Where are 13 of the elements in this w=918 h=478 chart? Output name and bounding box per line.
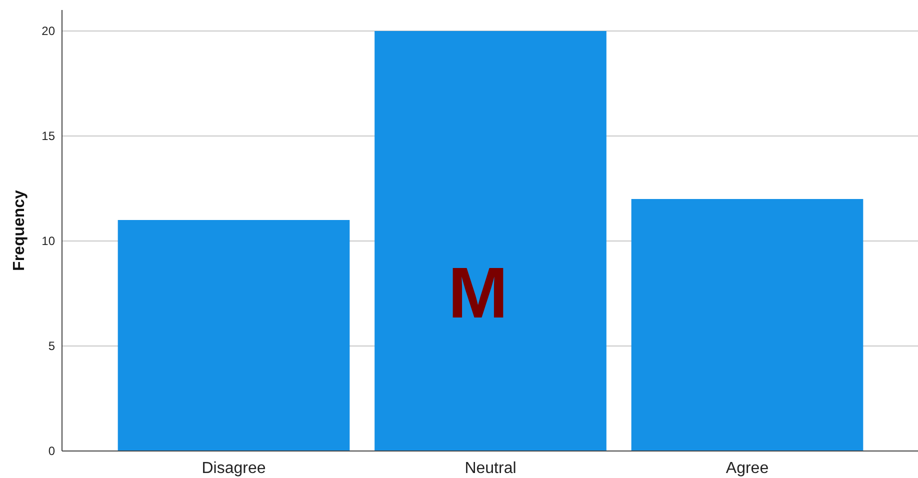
annotation: M bbox=[448, 253, 508, 334]
y-axis-title: Frequency bbox=[11, 190, 28, 271]
y-tick-label: 0 bbox=[48, 444, 56, 458]
bar bbox=[374, 31, 606, 451]
bar bbox=[118, 220, 350, 451]
y-tick-label: 5 bbox=[48, 339, 56, 354]
x-tick-label: Neutral bbox=[464, 460, 516, 477]
y-tick-label: 10 bbox=[42, 234, 56, 248]
x-tick-label: Disagree bbox=[202, 460, 266, 477]
y-tick-label: 15 bbox=[42, 129, 56, 144]
y-tick-label: 20 bbox=[42, 24, 56, 38]
bar bbox=[631, 199, 864, 451]
x-tick-label: Agree bbox=[726, 460, 769, 477]
